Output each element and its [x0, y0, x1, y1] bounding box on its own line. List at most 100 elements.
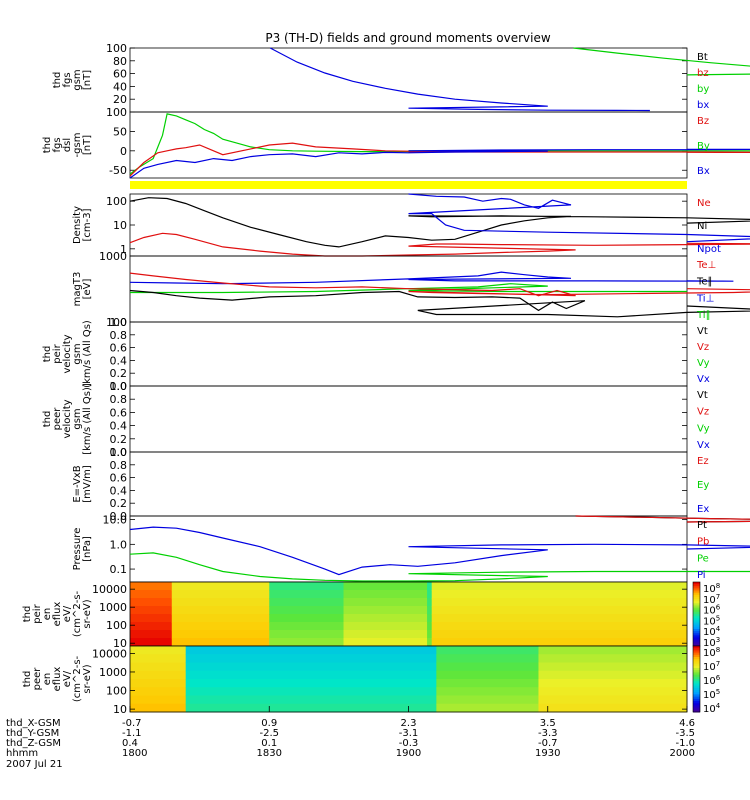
series-Ne: [129, 232, 750, 257]
y-axis-label-line: Density: [72, 206, 83, 244]
ephemeris-value: -0.3: [399, 738, 419, 749]
colorbar-tick-label: 108: [703, 646, 720, 659]
y-axis-label-line: peir: [52, 343, 63, 363]
y-axis-label-line: [km/s (All Qs)]: [82, 383, 93, 455]
legend-Te∥: Te∥: [696, 277, 713, 288]
legend-Ex: Ex: [697, 504, 709, 515]
colorbar-tick-label: 106: [703, 674, 721, 687]
y-tick-label: 1.0: [110, 446, 128, 459]
colorbar-step: [693, 611, 700, 615]
ephemeris-value: 3.5: [540, 718, 556, 729]
spectrogram-cell: [269, 614, 345, 623]
legend-Bx: Bx: [697, 166, 710, 177]
y-axis-label-line: sr-eV): [82, 599, 93, 628]
legend-Pt: Pt: [697, 520, 707, 531]
y-axis-label-line: en: [42, 673, 53, 686]
spectrogram-cell: [269, 622, 345, 631]
colorbar-step: [693, 701, 700, 704]
spectrogram-cell: [269, 638, 345, 647]
y-tick-label: 60: [113, 68, 127, 81]
spectrogram-cell: [436, 679, 539, 688]
colorbar-step: [693, 657, 700, 660]
y-tick-label: 1000: [99, 601, 127, 614]
colorbar-step: [693, 698, 700, 702]
spectrogram-cell: [538, 695, 688, 705]
spectrogram-cell: [538, 646, 688, 655]
spectrogram-cell: [431, 638, 688, 647]
ephemeris-value: -0.7: [122, 718, 142, 729]
spectrogram-cell: [130, 582, 173, 591]
panel-temperature: 1000 100 magT3 [eV] Te⊥ Te∥ Ti⊥ Ti∥: [72, 250, 750, 329]
legend-bz: bz: [697, 68, 709, 79]
legend-Bt: Bt: [697, 52, 708, 63]
ephemeris-value: 0.1: [261, 738, 277, 749]
series-Pb: [575, 515, 750, 523]
colorbar-step: [693, 654, 700, 658]
spectrogram-cell: [343, 598, 428, 607]
legend-Pe: Pe: [697, 553, 709, 564]
yellow-bar: [130, 181, 687, 189]
colorbar-tick-label: 107: [703, 660, 720, 673]
spectrogram-cell: [171, 630, 270, 639]
colorbar-step: [693, 607, 700, 611]
spectrogram-cell: [185, 670, 437, 680]
y-tick-label: 1000: [99, 666, 127, 679]
x-axis: thd_X-GSM -0.7 0.9 2.3 3.5 4.6 thd_Y-GSM -1.1 -2…: [6, 706, 695, 770]
spectrogram-cell: [343, 630, 428, 639]
series-by: [573, 47, 750, 76]
y-tick-label: 1.0: [110, 316, 128, 329]
spectrogram-cell: [130, 598, 173, 607]
series-By: [129, 113, 750, 175]
y-tick-label: 0.2: [110, 497, 128, 510]
spectrogram-cell: [269, 582, 345, 591]
y-tick-label: 0.8: [110, 459, 128, 472]
y-tick-label: 0: [120, 145, 127, 158]
series-Bx: [129, 148, 750, 179]
y-tick-label: 100: [106, 42, 127, 55]
colorbar-step: [693, 683, 700, 687]
spectrogram-cell: [431, 582, 688, 591]
y-axis-label-line: eflux: [52, 602, 63, 627]
spectrogram-cell: [436, 662, 539, 672]
colorbar-step: [693, 694, 700, 698]
ephemeris-value: 4.6: [679, 718, 695, 729]
legend-Vt: Vt: [697, 390, 708, 401]
y-tick-label: 10000: [92, 583, 127, 596]
spectrogram-cell: [538, 654, 688, 663]
y-axis-label: Density [cm-3]: [72, 206, 93, 244]
colorbar-step: [693, 586, 700, 589]
spectrogram-cell: [431, 598, 688, 607]
y-tick-label: 100: [106, 685, 127, 698]
spectrogram-cell: [171, 582, 270, 591]
spectrogram-cell: [171, 598, 270, 607]
y-tick-label: 0.6: [110, 342, 128, 355]
y-axis-label-line: [cm-3]: [82, 208, 93, 241]
spectrogram-cell: [130, 703, 187, 713]
series-Te∥: [129, 289, 750, 318]
y-axis-label: magT3 [eV]: [72, 272, 93, 307]
legend-Vz: Vz: [697, 407, 709, 418]
colorbar-step: [693, 707, 700, 711]
series-Bz: [129, 142, 750, 177]
ephemeris-name: thd_X-GSM: [6, 718, 61, 729]
colorbar-step: [693, 668, 700, 671]
spectrogram-cell: [130, 670, 187, 680]
panel-frame: [129, 385, 688, 453]
y-axis-label: thd peer velocity gsm [km/s (All Qs)]: [42, 383, 93, 455]
colorbar-step: [693, 631, 700, 634]
y-tick-label: 0.4: [110, 420, 128, 433]
y-axis-label-line: -gsm: [72, 133, 83, 158]
x-tick-label: 1800: [122, 748, 147, 759]
legend-Vy: Vy: [697, 358, 710, 369]
y-axis-label-line: (cm^2-s-: [72, 655, 83, 702]
colorbar-step: [693, 616, 700, 619]
y-axis-label-line: thd: [42, 137, 53, 154]
legend-Ez: Ez: [697, 456, 709, 467]
y-axis-label: thd fgs dsl -gsm [nT]: [42, 133, 93, 158]
y-axis-label-line: gsm: [72, 69, 83, 90]
colorbar-step: [693, 592, 700, 596]
spectrogram-cell: [171, 590, 270, 599]
